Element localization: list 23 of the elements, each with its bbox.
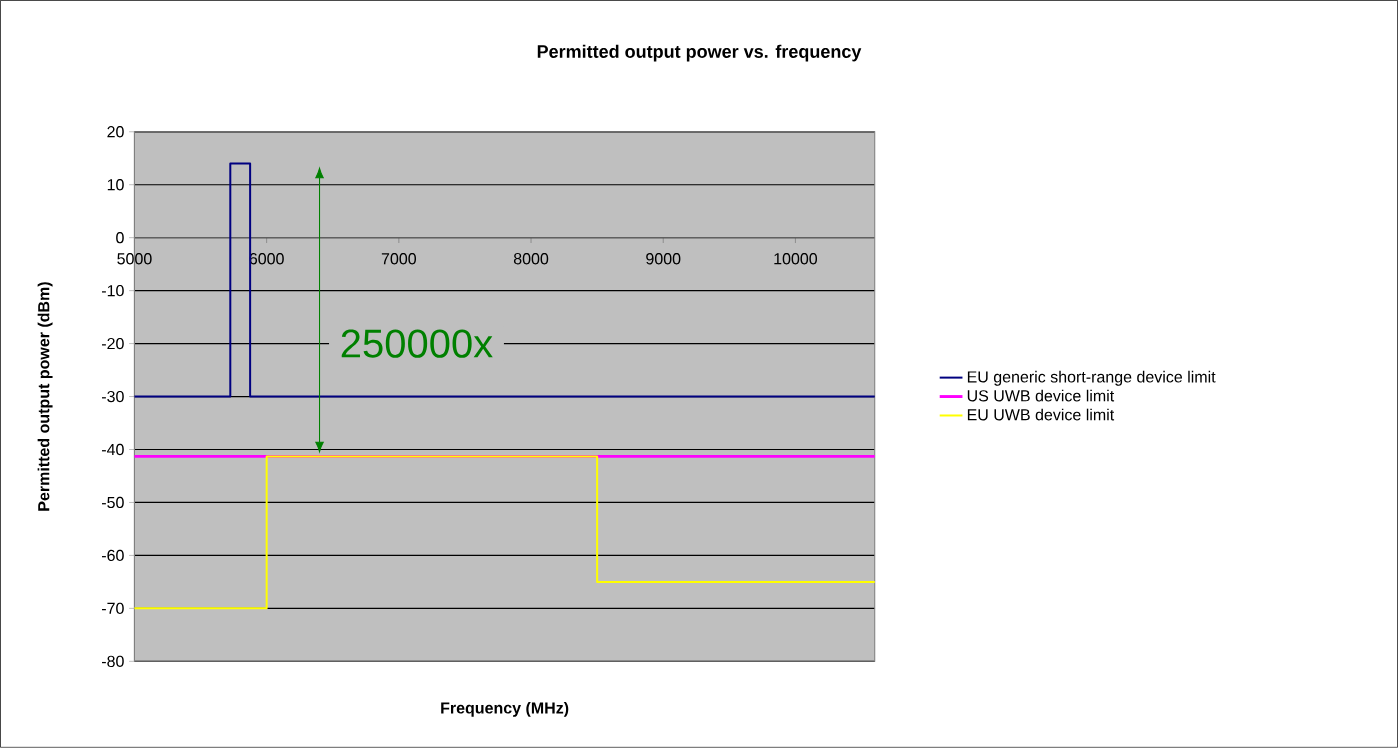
y-tick-label: -50 [101,496,124,509]
y-axis-title: Permitted output power (dBm) [37,282,53,511]
x-tick-label: 5000 [117,253,152,265]
y-tick-label: -10 [101,285,124,297]
x-tick-label: 7000 [381,253,417,265]
y-tick-label: 0 [116,232,124,244]
x-axis-title: Frequency (MHz) [441,702,569,717]
y-tick-label: -20 [101,338,124,350]
legend-label: US UWB device limit [967,389,1115,402]
y-tick-label: 20 [107,126,124,138]
x-tick-label: 9000 [646,253,681,265]
chart-title: Permitted output power vs. frequency [537,44,862,62]
y-tick-label: -80 [101,655,124,668]
y-tick-label: -30 [101,391,124,403]
x-tick-label: 10000 [774,253,818,265]
annotation: 250000x [341,329,493,358]
y-tick-label: -60 [101,549,124,562]
legend-label: EU generic short-range device limit [967,370,1216,386]
y-tick-label: -70 [101,602,124,615]
y-tick-label: 10 [107,179,124,191]
y-tick-label: -40 [101,443,124,456]
x-tick-label: 8000 [513,253,549,265]
legend-label: EU UWB device limit [967,408,1115,421]
